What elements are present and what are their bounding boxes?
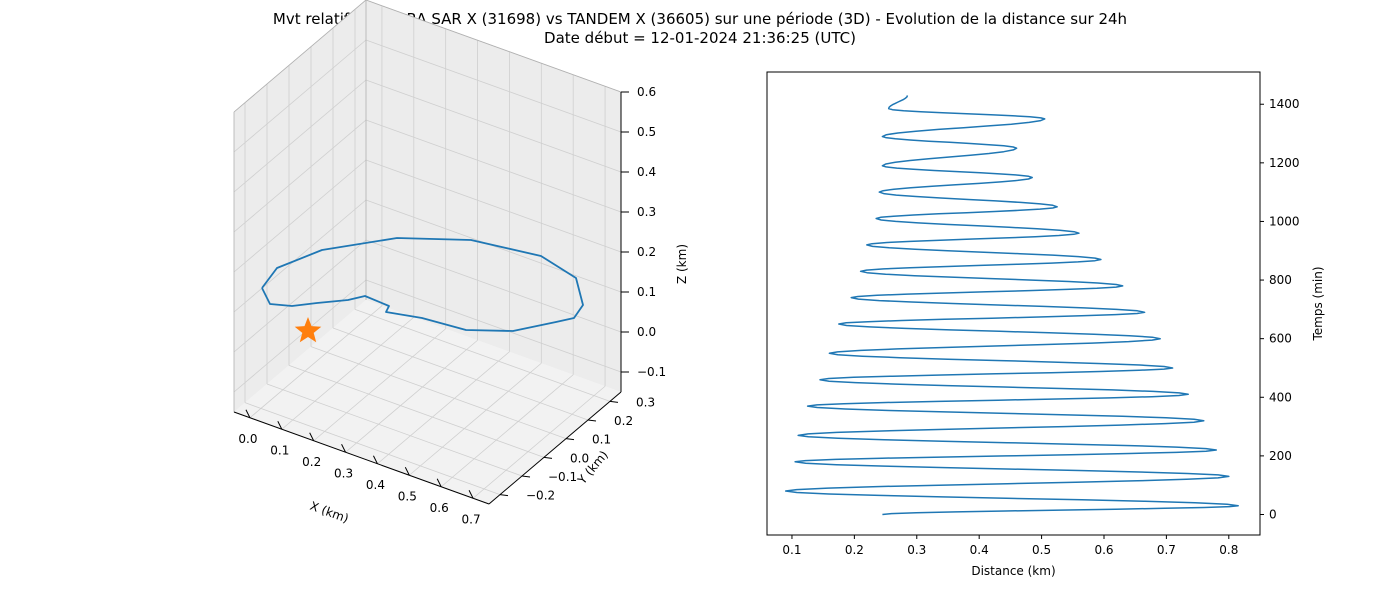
x-tick <box>309 432 315 441</box>
z-tick-label: 0.6 <box>637 85 656 99</box>
series-distance-line <box>784 95 1239 516</box>
grid-line <box>233 199 367 313</box>
y-axis-line <box>488 391 622 505</box>
grid-line <box>281 316 415 430</box>
grid-line <box>409 362 542 476</box>
pane-edge <box>365 0 622 93</box>
grid-line <box>266 383 523 477</box>
back-pane <box>366 0 621 392</box>
x-tick-label: 0.3 <box>334 466 353 480</box>
x-tick-label: 0.6 <box>430 501 449 515</box>
x-tick-label: 0.4 <box>366 478 385 492</box>
x-tick-label: 0.7 <box>462 512 481 526</box>
x-tick <box>404 467 410 476</box>
grid-line <box>233 79 367 193</box>
grid-line <box>472 385 606 499</box>
z-tick-label: 0.5 <box>637 125 656 139</box>
grid-line <box>365 79 622 173</box>
x-tick <box>436 478 442 487</box>
y-tick-label: 0.3 <box>636 395 655 409</box>
z-axis-label: Z (km) <box>675 244 689 284</box>
axes-2d: 0.1 0.2 0.3 0.4 0.5 0.6 0.7 0.8 0 200 400 600 800 100… <box>766 71 1325 578</box>
floor-pane <box>234 300 621 504</box>
plot-frame <box>766 71 1261 536</box>
x-tick <box>245 409 251 418</box>
z-tick-label: 0.3 <box>637 205 656 219</box>
y-tick-label: 1400 <box>1269 97 1300 111</box>
grid-line <box>288 364 545 458</box>
z-tick-label: 0.1 <box>637 285 656 299</box>
x-tick <box>372 455 378 464</box>
y-tick-label: 1200 <box>1269 156 1300 170</box>
y-tick-label: −0.2 <box>526 489 555 503</box>
grid-line <box>377 351 510 465</box>
y-tick-label: 600 <box>1269 332 1292 346</box>
grid-line <box>365 159 622 253</box>
grid-line <box>249 305 383 419</box>
grid-line <box>233 119 367 233</box>
z-tick-label: 0.2 <box>637 245 656 259</box>
x-tick-label: 0.6 <box>1094 543 1113 557</box>
x-tick-label: 0.1 <box>782 543 801 557</box>
x-tick-label: 0.5 <box>1032 543 1051 557</box>
grid-line <box>233 279 367 393</box>
x-tick-label: 0.3 <box>907 543 926 557</box>
x-tick-label: 0.1 <box>270 443 289 457</box>
x-tick-label: 0.5 <box>398 489 417 503</box>
figure-subtitle: Date début = 12-01-2024 21:36:25 (UTC) <box>544 29 856 47</box>
grid-line <box>365 239 622 333</box>
x-axis-label: Distance (km) <box>971 564 1055 578</box>
x-tick-label: 0.2 <box>302 455 321 469</box>
y-tick-label: 0.2 <box>614 414 633 428</box>
z-tick-label: 0.4 <box>637 165 656 179</box>
y-tick-label: 200 <box>1269 449 1292 463</box>
y-tick <box>499 494 509 497</box>
grid-line <box>332 327 589 421</box>
y-tick-label: 0.0 <box>570 451 589 465</box>
y-tick-label: 800 <box>1269 273 1292 287</box>
grid-line <box>244 402 501 496</box>
z-tick-label: −0.1 <box>637 365 666 379</box>
grid-line <box>233 39 367 153</box>
grid-line <box>365 39 622 133</box>
grid-line <box>233 159 367 273</box>
x-tick-label: 0.7 <box>1157 543 1176 557</box>
grid-line <box>233 239 367 353</box>
y-axis-label: Temps (min) <box>1311 266 1325 341</box>
x-axis-line <box>233 411 490 505</box>
y-tick <box>587 419 597 422</box>
y-tick-label: −0.1 <box>548 470 577 484</box>
x-tick-label: 0.2 <box>845 543 864 557</box>
x-tick-label: 0.0 <box>238 432 257 446</box>
y-tick-label: 0.1 <box>592 433 611 447</box>
grid-line <box>354 308 611 402</box>
grid-line <box>345 339 478 453</box>
z-tick-label: 0.0 <box>637 325 656 339</box>
y-tick-label: 400 <box>1269 390 1292 404</box>
y-tick <box>609 400 619 403</box>
x-tick <box>341 444 347 453</box>
x-tick <box>277 421 283 430</box>
y-tick-label: 0 <box>1269 507 1277 521</box>
pane-edge <box>233 0 367 113</box>
grid-line <box>313 328 446 442</box>
y-tick <box>543 456 553 459</box>
y-tick <box>565 438 575 441</box>
y-tick <box>521 475 531 478</box>
x-tick <box>468 490 474 499</box>
y-tick-label: 1000 <box>1269 214 1300 228</box>
grid-line <box>440 374 574 488</box>
grid-line <box>365 279 622 373</box>
star-marker <box>294 317 322 343</box>
grid-line <box>310 346 567 440</box>
orbit-line <box>261 237 584 332</box>
x-tick-label: 0.8 <box>1219 543 1238 557</box>
grid-line <box>365 119 622 213</box>
figure-title: Mvt relatif de TERRA SAR X (31698) vs TA… <box>272 10 1128 28</box>
x-tick-label: 0.4 <box>970 543 989 557</box>
